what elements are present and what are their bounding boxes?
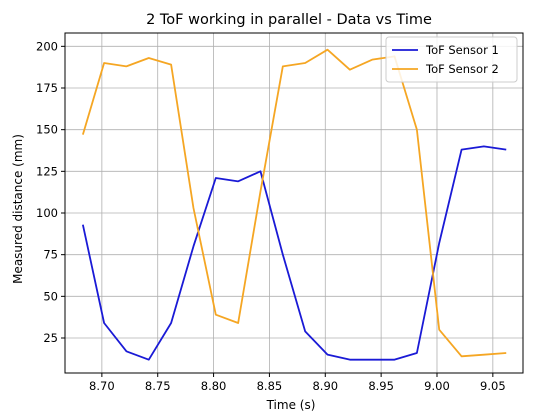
- y-tick-label: 50: [43, 289, 58, 303]
- x-tick-label: 8.90: [312, 379, 338, 393]
- y-tick-label: 175: [36, 81, 58, 95]
- x-tick-label: 8.75: [145, 379, 171, 393]
- x-axis: 8.70 8.75 8.80 8.85 8.90 8.95 9.00 9.05: [89, 373, 506, 393]
- y-tick-label: 25: [43, 331, 58, 345]
- y-tick-label: 200: [36, 39, 58, 53]
- legend-box: [385, 36, 518, 83]
- x-tick-label: 8.70: [89, 379, 115, 393]
- chart-title: 2 ToF working in parallel - Data vs Time: [146, 12, 432, 28]
- y-tick-label: 100: [36, 206, 58, 220]
- x-tick-label: 8.95: [368, 379, 394, 393]
- series-line-1: [81, 145, 507, 361]
- y-tick-label: 150: [36, 123, 58, 137]
- legend-label: ToF Sensor 2: [425, 62, 499, 76]
- x-tick-label: 9.00: [424, 379, 450, 393]
- legend: ToF Sensor 1 ToF Sensor 2: [385, 36, 518, 83]
- y-axis: 25 50 75 100 125 150 175 200: [36, 39, 65, 345]
- grid: [65, 33, 523, 373]
- y-axis-label: Measured distance (mm): [11, 134, 25, 284]
- x-tick-label: 8.80: [201, 379, 227, 393]
- legend-label: ToF Sensor 1: [425, 43, 499, 57]
- plot-area: [64, 32, 524, 374]
- x-tick-label: 9.05: [480, 379, 506, 393]
- y-tick-label: 125: [36, 164, 58, 178]
- y-tick-label: 75: [43, 248, 58, 262]
- series-lines: [81, 48, 507, 361]
- series-line-2: [82, 48, 507, 358]
- x-tick-label: 8.85: [257, 379, 283, 393]
- x-axis-label: Time (s): [266, 398, 316, 412]
